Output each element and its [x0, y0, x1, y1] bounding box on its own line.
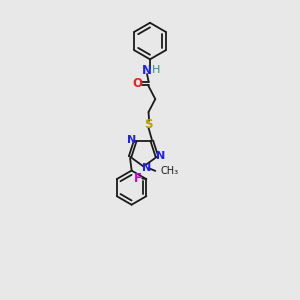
Text: H: H [152, 65, 160, 75]
Text: F: F [134, 172, 142, 185]
Text: CH₃: CH₃ [160, 166, 178, 176]
Text: S: S [144, 118, 153, 131]
Text: N: N [142, 64, 152, 77]
Text: N: N [127, 135, 136, 145]
Text: N: N [156, 151, 165, 161]
Text: O: O [133, 77, 142, 90]
Text: N: N [142, 163, 151, 173]
